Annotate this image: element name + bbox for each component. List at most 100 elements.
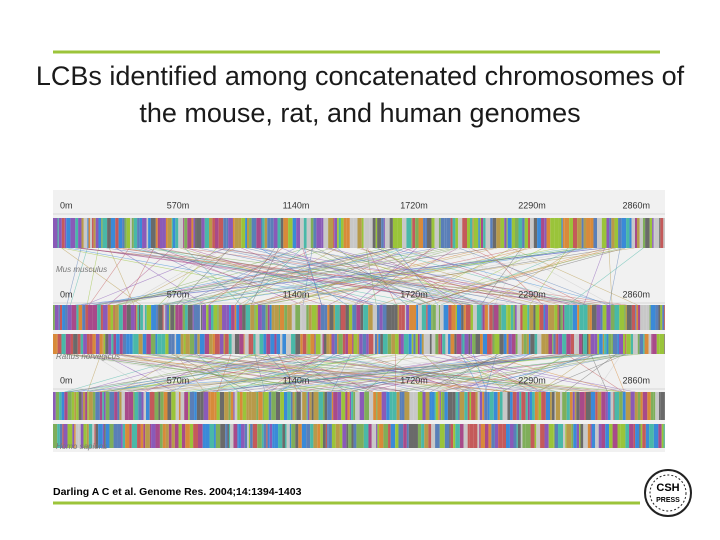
lcb-block: [561, 218, 563, 248]
lcb-block: [163, 305, 166, 330]
lcb-block: [652, 218, 654, 248]
lcb-block: [614, 305, 620, 330]
lcb-block: [659, 334, 665, 354]
lcb-block: [645, 218, 650, 248]
ruler-label: 570m: [167, 289, 190, 299]
lcb-block: [470, 305, 473, 330]
alignment-line: [361, 247, 432, 306]
lcb-block: [431, 392, 435, 420]
lcb-block: [353, 334, 358, 354]
lcb-block: [373, 334, 375, 354]
lcb-block: [214, 392, 217, 420]
lcb-block: [304, 424, 307, 448]
alignment-line: [128, 247, 428, 306]
lcb-block: [475, 392, 478, 420]
lcb-block: [624, 305, 626, 330]
lcb-block: [522, 424, 526, 448]
lcb-block: [456, 334, 462, 354]
lcb-block: [265, 305, 268, 330]
lcb-block: [487, 305, 490, 330]
lcb-block: [284, 305, 288, 330]
lcb-block: [268, 392, 272, 420]
lcb-block: [230, 424, 234, 448]
lcb-block: [513, 424, 517, 448]
alignment-line: [468, 353, 541, 393]
alignment-line: [80, 247, 606, 306]
lcb-block: [660, 392, 665, 420]
lcb-block: [102, 392, 104, 420]
lcb-block: [545, 392, 551, 420]
lcb-block: [251, 334, 254, 354]
lcb-block: [444, 392, 448, 420]
lcb-block: [553, 334, 556, 354]
lcb-block: [637, 218, 640, 248]
lcb-block: [518, 218, 523, 248]
lcb-block: [269, 305, 272, 330]
alignment-line: [510, 247, 638, 306]
lcb-block: [142, 334, 147, 354]
lcb-block: [579, 305, 584, 330]
lcb-block: [590, 392, 596, 420]
lcb-block: [122, 218, 125, 248]
lcb-block: [376, 424, 378, 448]
lcb-block: [658, 424, 662, 448]
lcb-block: [386, 305, 392, 330]
lcb-block: [649, 218, 653, 248]
lcb-block: [71, 305, 77, 330]
lcb-block: [63, 424, 68, 448]
lcb-block: [71, 392, 75, 420]
lcb-block: [311, 305, 317, 330]
lcb-block: [421, 305, 427, 330]
lcb-block: [131, 218, 134, 248]
lcb-block: [95, 334, 100, 354]
lcb-block: [248, 334, 252, 354]
lcb-block: [604, 334, 607, 354]
lcb-block: [266, 424, 268, 448]
lcb-block: [286, 334, 292, 354]
lcb-block: [524, 218, 529, 248]
lcb-block: [327, 305, 330, 330]
ruler-label: 0m: [60, 375, 73, 385]
lcb-block: [199, 305, 202, 330]
lcb-block: [64, 392, 68, 420]
lcb-block: [614, 218, 619, 248]
lcb-block: [352, 334, 354, 354]
lcb-block: [612, 424, 618, 448]
lcb-block: [476, 305, 482, 330]
lcb-block: [195, 218, 197, 248]
lcb-block: [351, 392, 354, 420]
lcb-block: [116, 334, 120, 354]
lcb-block: [310, 334, 315, 354]
alignment-line: [140, 247, 325, 306]
lcb-block: [499, 392, 503, 420]
alignment-line: [440, 353, 636, 393]
lcb-block: [137, 218, 140, 248]
ruler-label: 0m: [60, 200, 73, 210]
lcb-block: [302, 392, 307, 420]
lcb-block: [482, 334, 488, 354]
lcb-block: [546, 218, 551, 248]
lcb-block: [619, 392, 623, 420]
lcb-block: [193, 218, 196, 248]
lcb-block: [625, 334, 627, 354]
lcb-block: [442, 334, 446, 354]
lcb-block: [601, 218, 607, 248]
lcb-block: [439, 424, 445, 448]
lcb-block: [623, 334, 626, 354]
lcb-block: [513, 305, 516, 330]
lcb-block: [643, 305, 647, 330]
lcb-block: [663, 218, 665, 248]
lcb-block: [92, 424, 95, 448]
lcb-block: [150, 218, 156, 248]
lcb-block: [225, 424, 228, 448]
lcb-block: [395, 424, 399, 448]
lcb-block: [530, 334, 535, 354]
lcb-block: [310, 218, 314, 248]
lcb-block: [346, 424, 349, 448]
lcb-block: [128, 392, 134, 420]
lcb-block: [493, 392, 498, 420]
lcb-block: [548, 424, 554, 448]
lcb-block: [133, 392, 135, 420]
lcb-block: [175, 305, 179, 330]
